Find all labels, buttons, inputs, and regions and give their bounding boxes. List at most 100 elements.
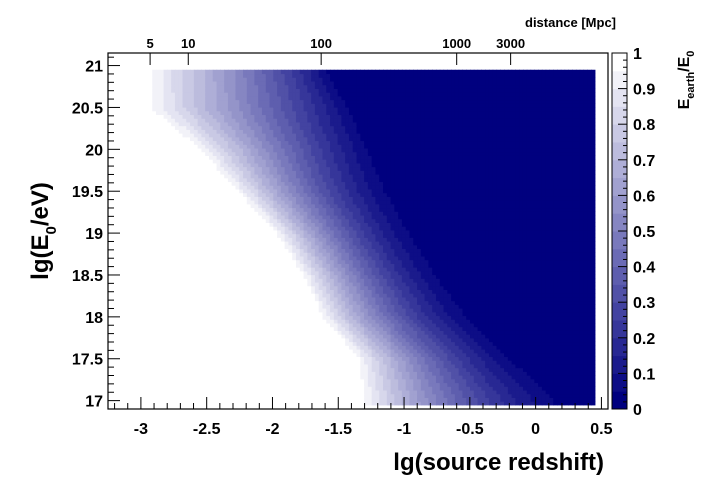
contour-cell [481,348,486,354]
contour-cell [163,259,168,264]
contour-cell [451,281,456,287]
contour-cell [208,341,214,346]
contour-cell [250,281,255,287]
contour-cell [326,289,331,294]
contour-cell [330,363,335,369]
contour-cell [167,326,172,331]
contour-cell [424,311,429,317]
contour-cell [224,319,229,324]
contour-cell [235,367,240,372]
contour-cell [239,270,244,276]
contour-cell [288,382,293,387]
contour-cell [341,278,346,283]
contour-cell [443,293,448,298]
contour-cell [549,371,554,376]
contour-cell [367,308,373,313]
contour-cell [178,375,184,380]
contour-cell [579,293,585,298]
contour-cell [333,401,339,406]
contour-cell [216,270,221,276]
contour-cell [280,259,286,264]
contour-cell [401,293,407,298]
contour-cell [258,304,263,309]
contour-cell [235,252,240,257]
contour-cell [549,389,554,395]
contour-cell [352,367,358,372]
contour-cell [235,401,240,406]
contour-cell [220,308,225,313]
contour-cell [190,289,195,294]
contour-cell [473,330,479,335]
contour-cell [386,315,392,320]
contour-cell [144,267,150,272]
contour-cell [348,334,354,339]
contour-cell [417,296,422,302]
contour-cell [284,281,290,287]
contour-cell [541,360,547,365]
contour-cell [386,255,392,261]
contour-cell [261,289,267,294]
contour-cell [348,311,354,317]
contour-cell [231,319,237,324]
contour-cell [496,304,501,309]
contour-cell [261,360,267,365]
contour-cell [511,326,516,331]
contour-cell [401,300,407,305]
contour-cell [515,382,520,387]
contour-cell [553,308,558,313]
contour-cell [174,311,180,317]
contour-cell [295,263,301,268]
contour-cell [330,401,335,406]
contour-cell [458,322,464,328]
contour-cell [394,300,399,305]
contour-cell [386,296,392,302]
contour-cell [466,337,471,343]
contour-cell [148,322,153,328]
contour-cell [417,348,422,354]
contour-cell [326,322,331,328]
contour-cell [243,352,248,358]
contour-cell [333,337,339,343]
contour-cell [322,326,327,331]
contour-cell [224,401,229,406]
contour-cell [526,334,532,339]
contour-cell [504,278,509,283]
contour-cell [311,334,316,339]
contour-cell [462,300,467,305]
contour-cell [488,274,494,279]
contour-cell [360,393,365,398]
contour-cell [432,304,437,309]
contour-cell [591,255,596,261]
contour-cell [462,389,467,395]
contour-cell [148,285,153,290]
contour-cell [454,326,460,331]
contour-cell [443,352,448,358]
contour-cell [220,375,225,380]
contour-cell [466,322,471,328]
contour-cell [454,378,460,384]
contour-cell [288,296,293,302]
contour-cell [307,281,312,287]
contour-cell [288,267,293,272]
contour-cell [273,345,278,350]
contour-cell [227,330,233,335]
contour-cell [538,367,543,372]
contour-cell [477,401,482,406]
contour-cell [538,401,543,406]
contour-cell [345,397,350,402]
contour-cell [439,304,445,309]
contour-cell [405,322,411,328]
contour-cell [261,337,267,343]
contour-cell [424,334,429,339]
contour-cell [579,334,585,339]
contour-cell [530,382,535,387]
contour-cell [560,315,566,320]
contour-cell [224,304,229,309]
contour-cell [405,334,411,339]
contour-cell [375,293,380,298]
contour-cell [167,281,172,287]
contour-cell [477,278,482,283]
contour-cell [341,341,346,346]
contour-cell [579,281,585,287]
contour-cell [250,255,255,261]
